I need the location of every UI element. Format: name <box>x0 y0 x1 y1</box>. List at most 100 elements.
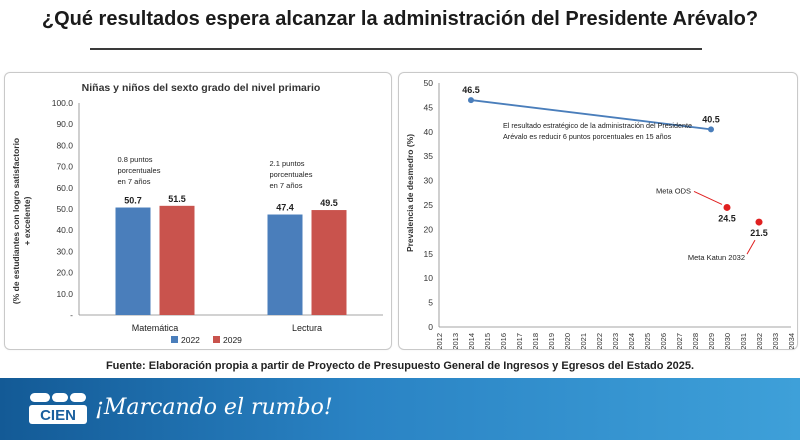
line-ytick-label: 15 <box>424 249 434 259</box>
legend-label-2029: 2029 <box>223 335 242 345</box>
bar-ytick-label: 30.0 <box>56 246 73 256</box>
bar-2022-1 <box>267 214 303 315</box>
bar-chart: Niñas y niños del sexto grado del nivel … <box>11 82 383 345</box>
line-xtick-label: 2027 <box>675 333 684 349</box>
line-xtick-label: 2016 <box>499 333 508 349</box>
bar-ytick-label: 70.0 <box>56 162 73 172</box>
line-ytick-label: 25 <box>424 200 434 210</box>
meta-katun-point <box>755 218 763 226</box>
legend-swatch-2022 <box>171 336 178 343</box>
bar-annotation-line: 0.8 puntos <box>118 155 153 164</box>
line-ytick-label: 40 <box>424 127 434 137</box>
bar-annotation-line: porcentuales <box>270 170 313 179</box>
line-xtick-label: 2023 <box>611 333 620 349</box>
line-xtick-label: 2025 <box>643 333 652 349</box>
line-ytick-label: 50 <box>424 78 434 88</box>
bar-ytick-label: 20.0 <box>56 268 73 278</box>
line-xtick-label: 2032 <box>755 333 764 349</box>
source-note: Fuente: Elaboración propia a partir de P… <box>105 360 695 372</box>
line-chart: Prevalencia de desmedro (%) 051015202530… <box>405 78 796 350</box>
line-xtick-label: 2021 <box>579 333 588 349</box>
bar-ytick-label: 100.0 <box>52 98 74 108</box>
page-title: ¿Qué resultados espera alcanzar la admin… <box>41 8 759 30</box>
logo-text: CIEN <box>40 407 76 424</box>
line-xtick-label: 2022 <box>595 333 604 349</box>
bar-chart-legend: 2022 2029 <box>171 335 242 345</box>
bar-ytick-label: 50.0 <box>56 204 73 214</box>
legend-swatch-2029 <box>213 336 220 343</box>
line-xtick-label: 2024 <box>627 333 636 349</box>
line-chart-panel: Prevalencia de desmedro (%) 0 5 10 15 20 25 30… <box>398 72 798 350</box>
bar-annotation-line: en 7 años <box>270 181 303 190</box>
bar-ytick-label: - <box>70 310 73 320</box>
line-ytick-label: 35 <box>424 151 434 161</box>
line-xtick-label: 2030 <box>723 333 732 349</box>
line-xtick-label: 2031 <box>739 333 748 349</box>
line-point-label: 46.5 <box>462 85 480 95</box>
line-xtick-label: 2019 <box>547 333 556 349</box>
line-xtick-label: 2020 <box>563 333 572 349</box>
bar-ytick-label: 60.0 <box>56 183 73 193</box>
meta-katun-label: Meta Katun 2032 <box>688 253 745 262</box>
line-xtick-label: 2026 <box>659 333 668 349</box>
bar-value-label: 50.7 <box>124 196 142 206</box>
meta-ods-arrow <box>693 190 723 205</box>
line-xtick-label: 2013 <box>451 333 460 349</box>
bar-value-label: 51.5 <box>168 194 186 204</box>
line-xtick-label: 2033 <box>771 333 780 349</box>
line-xtick-label: 2015 <box>483 333 492 349</box>
bar-chart-title: Niñas y niños del sexto grado del nivel … <box>82 82 321 94</box>
line-ytick-label: 0 <box>428 322 433 332</box>
bar-chart-ylabel: (% de estudiantes con logro satisfactori… <box>11 138 32 304</box>
line-ytick-label: 20 <box>424 224 434 234</box>
line-point <box>708 126 714 133</box>
line-chart-ylabel: Prevalencia de desmedro (%) <box>405 134 415 252</box>
line-xtick-label: 2014 <box>467 333 476 349</box>
bar-ytick-label: 80.0 <box>56 140 73 150</box>
line-ytick-label: 45 <box>424 102 434 112</box>
cien-logo: CIEN <box>29 393 87 424</box>
bar-value-label: 49.5 <box>320 198 338 208</box>
bar-annotation-line: en 7 años <box>118 177 151 186</box>
line-point <box>468 97 474 104</box>
bar-ytick-label: 10.0 <box>56 289 73 299</box>
bar-2022-0 <box>115 207 151 315</box>
line-xtick-label: 2034 <box>787 333 796 349</box>
bar-value-label: 47.4 <box>276 203 294 213</box>
line-annotation-line: Arévalo es reducir 6 puntos porcentuales… <box>503 132 672 141</box>
line-series <box>470 99 712 131</box>
bar-2029-1 <box>311 210 347 315</box>
line-ytick-label: 5 <box>428 298 433 308</box>
title-divider <box>90 48 702 50</box>
bar-category-label: Matemática <box>132 323 179 333</box>
line-xtick-label: 2029 <box>707 333 716 349</box>
bar-category-label: Lectura <box>292 323 322 333</box>
bar-annotation-line: porcentuales <box>118 166 161 175</box>
bar-chart-ylabel-line-1: (% de estudiantes con logro satisfactori… <box>11 138 21 304</box>
bar-2029-0 <box>159 205 195 315</box>
meta-ods-label: Meta ODS <box>656 186 691 195</box>
bar-ytick-label: 90.0 <box>56 119 73 129</box>
bar-chart-ylabel-line-2: + excelente) <box>22 196 32 245</box>
bar-annotation-line: 2.1 puntos <box>270 159 305 168</box>
line-xtick-label: 2017 <box>515 333 524 349</box>
line-chart-marks: 46.5 40.5 El resultado estratégico de la a… <box>462 85 768 262</box>
line-ytick-label: 10 <box>424 273 434 283</box>
line-annotation-line: El resultado estratégico de la administr… <box>503 121 692 130</box>
bar-chart-bars: 50.7 51.5 Matemática 0.8 puntos porcentuales… <box>115 155 347 333</box>
footer-banner: CIEN ¡Marcando el rumbo! <box>0 378 800 440</box>
meta-katun-arrow <box>746 239 756 255</box>
slogan: ¡Marcando el rumbo! <box>95 395 333 420</box>
legend-label-2022: 2022 <box>181 335 200 345</box>
meta-ods-point <box>723 203 731 211</box>
line-xtick-label: 2018 <box>531 333 540 349</box>
bar-chart-panel: Niñas y niños del sexto grado del nivel … <box>4 72 392 350</box>
line-xtick-label: 2012 <box>435 333 444 349</box>
line-point-label: 40.5 <box>702 114 720 124</box>
meta-ods-value: 24.5 <box>718 213 736 223</box>
line-ytick-label: 30 <box>424 176 434 186</box>
meta-katun-value: 21.5 <box>750 228 768 238</box>
bar-ytick-label: 40.0 <box>56 225 73 235</box>
line-xtick-label: 2028 <box>691 333 700 349</box>
